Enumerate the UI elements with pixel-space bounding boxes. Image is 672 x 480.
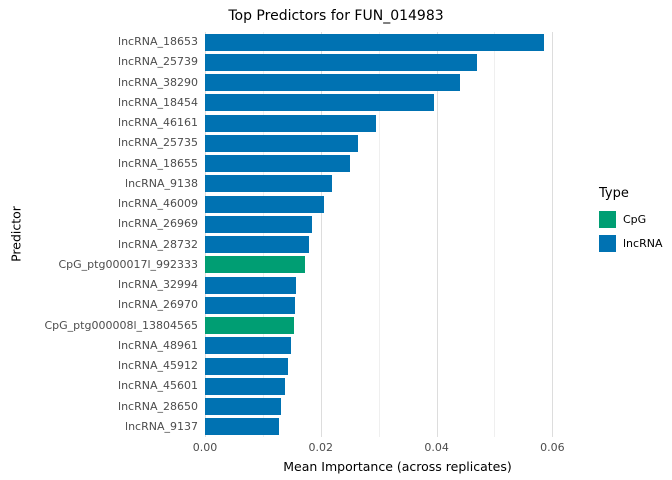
- gridline-major: [320, 32, 322, 437]
- y-tick-label: CpG_ptg000017l_992333: [58, 257, 198, 271]
- bar: [205, 256, 305, 274]
- bar: [205, 337, 291, 355]
- bar: [205, 33, 544, 51]
- legend-swatch-cpg: [599, 211, 616, 228]
- bar: [205, 134, 359, 152]
- bar: [205, 317, 295, 335]
- y-tick-label: lncRNA_26969: [118, 217, 198, 231]
- y-tick-label: lncRNA_25735: [118, 136, 198, 150]
- y-tick-label: lncRNA_26970: [118, 298, 198, 312]
- y-axis-labels: lncRNA_18653 lncRNA_25739 lncRNA_38290 lncR…: [0, 32, 198, 437]
- plot-title: Top Predictors for FUN_014983: [228, 8, 444, 24]
- bar: [205, 53, 478, 71]
- x-tick-label: 0.00: [192, 441, 218, 454]
- legend-swatch-lncrna: [599, 235, 616, 252]
- y-tick-label: lncRNA_46161: [118, 116, 198, 130]
- legend-item-cpg: CpG: [599, 211, 662, 228]
- bar: [205, 74, 460, 92]
- bar: [205, 296, 296, 314]
- gridline-major: [205, 32, 206, 437]
- bar: [205, 175, 333, 193]
- y-tick-label: lncRNA_9137: [125, 419, 198, 433]
- gridline-major: [436, 32, 438, 437]
- bar: [205, 418, 280, 436]
- y-tick-label: lncRNA_18454: [118, 95, 198, 109]
- y-tick-label: lncRNA_18653: [118, 35, 198, 49]
- legend-item-lncrna: lncRNA: [599, 235, 662, 252]
- x-axis-labels: 0.00 0.02 0.04 0.06: [193, 441, 590, 456]
- bar: [205, 398, 282, 416]
- bar: [205, 114, 376, 132]
- bar: [205, 94, 434, 112]
- bar: [205, 195, 324, 213]
- legend-title: Type: [599, 186, 629, 201]
- bar: [205, 377, 285, 395]
- y-tick-label: lncRNA_28650: [118, 399, 198, 413]
- y-tick-label: CpG_ptg000008l_13804565: [44, 318, 198, 332]
- bar: [205, 155, 350, 173]
- legend-label-cpg: CpG: [623, 213, 647, 226]
- x-tick-label: 0.04: [424, 441, 449, 454]
- bar: [205, 236, 310, 254]
- y-tick-label: lncRNA_9138: [125, 176, 198, 190]
- legend: Type CpG lncRNA: [599, 186, 662, 259]
- gridline-minor: [378, 32, 380, 437]
- y-tick-label: lncRNA_32994: [118, 278, 198, 292]
- bar: [205, 215, 313, 233]
- x-tick-label: 0.06: [540, 441, 565, 454]
- gridline-major: [552, 32, 554, 437]
- y-tick-label: lncRNA_28732: [118, 237, 198, 251]
- y-tick-label: lncRNA_25739: [118, 55, 198, 69]
- y-tick-label: lncRNA_45912: [118, 359, 198, 373]
- y-tick-label: lncRNA_38290: [118, 75, 198, 89]
- plot-panel: [205, 32, 590, 437]
- gridline-minor: [494, 32, 496, 437]
- bar: [205, 276, 297, 294]
- y-tick-label: lncRNA_46009: [118, 197, 198, 211]
- y-tick-label: lncRNA_48961: [118, 338, 198, 352]
- y-tick-label: lncRNA_45601: [118, 379, 198, 393]
- bar: [205, 357, 288, 375]
- x-tick-label: 0.02: [308, 441, 334, 454]
- legend-label-lncrna: lncRNA: [623, 237, 663, 250]
- gridline-minor: [262, 32, 264, 437]
- x-axis-title: Mean Importance (across replicates): [283, 459, 512, 474]
- y-tick-label: lncRNA_18655: [118, 156, 198, 170]
